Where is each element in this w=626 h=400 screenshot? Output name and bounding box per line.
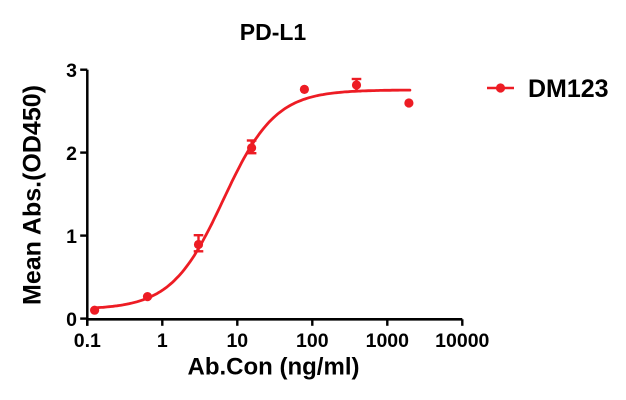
svg-text:0: 0 <box>66 309 77 331</box>
svg-text:DM123: DM123 <box>528 75 609 103</box>
svg-text:0.1: 0.1 <box>74 330 101 352</box>
svg-text:1000: 1000 <box>366 330 410 352</box>
svg-text:Mean Abs.(OD450): Mean Abs.(OD450) <box>19 85 47 305</box>
svg-text:1: 1 <box>66 226 77 248</box>
svg-text:10: 10 <box>226 330 248 352</box>
svg-text:1: 1 <box>157 330 168 352</box>
svg-text:10000: 10000 <box>435 330 489 352</box>
svg-text:3: 3 <box>66 60 77 82</box>
svg-text:Ab.Con (ng/ml): Ab.Con (ng/ml) <box>188 354 360 381</box>
svg-text:2: 2 <box>66 143 77 165</box>
svg-text:100: 100 <box>296 330 329 352</box>
svg-text:PD-L1: PD-L1 <box>240 19 307 45</box>
